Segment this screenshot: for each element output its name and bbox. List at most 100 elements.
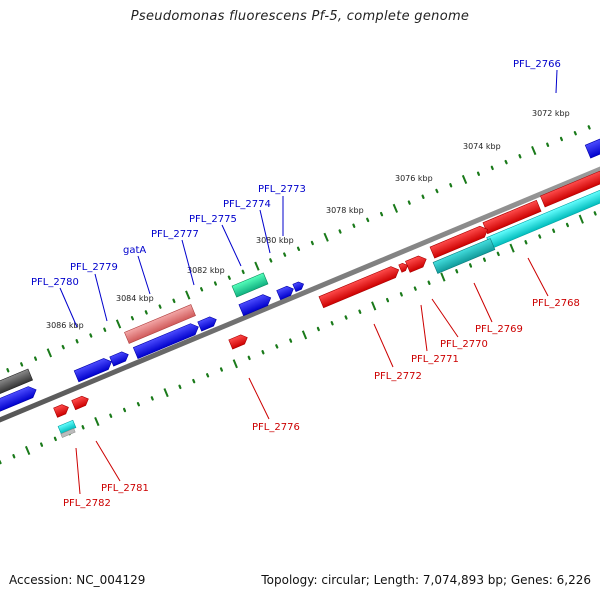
minor-tick	[338, 229, 342, 234]
minor-tick	[413, 286, 417, 291]
minor-tick	[469, 263, 473, 268]
label-pfl-2776: PFL_2776	[252, 422, 300, 433]
gene-red-small[interactable]	[53, 403, 71, 418]
minor-tick	[455, 269, 459, 274]
label-pfl-2781: PFL_2781	[101, 483, 149, 494]
label-pfl-2766: PFL_2766	[513, 59, 561, 70]
scale-ticks-outer	[6, 125, 591, 373]
gene-pfl-2776[interactable]	[228, 333, 249, 350]
major-tick	[371, 301, 377, 311]
major-tick	[531, 146, 537, 156]
gene-pfl-2774[interactable]	[276, 284, 296, 301]
minor-tick	[144, 310, 148, 315]
scale-label-3072: 3072 kbp	[532, 109, 570, 118]
gene-left-blue[interactable]	[0, 384, 38, 415]
label-pfl-2768: PFL_2768	[532, 298, 580, 309]
minor-tick	[565, 222, 570, 228]
minor-tick	[490, 165, 494, 171]
gene-pfl-2777[interactable]	[197, 315, 218, 332]
topology-text: Topology: circular; Length: 7,074,893 bp…	[261, 573, 591, 587]
major-tick	[254, 261, 260, 271]
gene-pfl-2772[interactable]	[318, 264, 401, 309]
minor-tick	[192, 378, 196, 384]
forward-strand-genes	[0, 135, 600, 415]
major-tick	[185, 290, 191, 300]
major-tick	[440, 272, 446, 282]
scale-label-3080: 3080 kbp	[256, 236, 294, 245]
gene-rna-green[interactable]	[231, 272, 269, 298]
gene-gata[interactable]	[132, 321, 200, 360]
major-tick	[115, 319, 122, 329]
minor-tick	[53, 436, 57, 442]
minor-tick	[593, 211, 597, 216]
minor-tick	[546, 142, 550, 147]
major-tick	[323, 232, 329, 242]
gene-pfl-2779[interactable]	[109, 350, 130, 367]
label-pfl-2770: PFL_2770	[440, 339, 488, 350]
label-pfl-2779: PFL_2779	[70, 262, 118, 273]
forward-labels: PFL_2766 PFL_2773 PFL_2774 PFL_2775 PFL_…	[31, 59, 561, 328]
major-tick	[578, 214, 584, 224]
gene-pfl-2771[interactable]	[398, 262, 409, 273]
major-tick	[94, 417, 100, 427]
minor-tick	[366, 217, 370, 223]
minor-tick	[61, 344, 65, 350]
gene-pfl-2773[interactable]	[292, 280, 305, 293]
gene-pfl-2770[interactable]	[405, 254, 428, 273]
minor-tick	[213, 281, 217, 286]
gene-teal-misc[interactable]	[432, 238, 496, 274]
minor-tick	[386, 297, 390, 303]
minor-tick	[587, 125, 591, 130]
minor-tick	[178, 384, 182, 390]
minor-tick	[241, 269, 245, 275]
minor-tick	[39, 442, 44, 447]
minor-tick	[296, 246, 301, 251]
accession-text: Accession: NC_004129	[9, 573, 146, 587]
label-pfl-2780: PFL_2780	[31, 277, 79, 288]
minor-tick	[496, 251, 500, 257]
label-pfl-2774: PFL_2774	[223, 199, 271, 210]
gene-gata-pseudo[interactable]	[124, 304, 196, 344]
label-pfl-2771: PFL_2771	[411, 354, 459, 365]
minor-tick	[158, 304, 162, 309]
minor-tick	[289, 338, 293, 343]
gene-pfl-2782[interactable]	[57, 419, 77, 435]
major-tick	[46, 348, 53, 358]
minor-tick	[12, 454, 16, 459]
major-tick	[232, 359, 238, 369]
minor-tick	[399, 292, 403, 297]
scale-label-3086: 3086 kbp	[46, 321, 84, 330]
label-pfl-2769: PFL_2769	[475, 324, 523, 335]
minor-tick	[20, 362, 24, 367]
minor-tick	[261, 350, 265, 355]
gene-pfl-2767[interactable]	[540, 169, 600, 208]
minor-tick	[538, 234, 542, 239]
gene-pfl-2781[interactable]	[71, 394, 91, 411]
gene-pfl-2775[interactable]	[238, 292, 273, 317]
gene-pfl-2780[interactable]	[73, 356, 114, 383]
gene-pfl-2766[interactable]	[584, 135, 600, 159]
minor-tick	[130, 316, 134, 321]
gene-pfl-2782-b[interactable]	[60, 428, 76, 438]
scale-label-3076: 3076 kbp	[395, 174, 433, 183]
minor-tick	[275, 344, 279, 349]
minor-tick	[449, 183, 453, 188]
scale-label-3078: 3078 kbp	[326, 206, 364, 215]
minor-tick	[81, 425, 85, 430]
minor-tick	[573, 131, 577, 136]
label-gata: gatA	[123, 245, 146, 256]
minor-tick	[6, 368, 10, 373]
label-pfl-2777: PFL_2777	[151, 229, 199, 240]
gene-grey-feature[interactable]	[0, 368, 34, 398]
minor-tick	[33, 356, 38, 361]
minor-tick	[504, 159, 508, 165]
minor-tick	[283, 252, 287, 257]
minor-tick	[109, 413, 113, 418]
minor-tick	[247, 355, 251, 361]
minor-tick	[482, 257, 486, 262]
minor-tick	[269, 258, 273, 263]
minor-tick	[476, 171, 480, 176]
gene-pfl-2769[interactable]	[429, 224, 490, 259]
minor-tick	[552, 228, 556, 233]
